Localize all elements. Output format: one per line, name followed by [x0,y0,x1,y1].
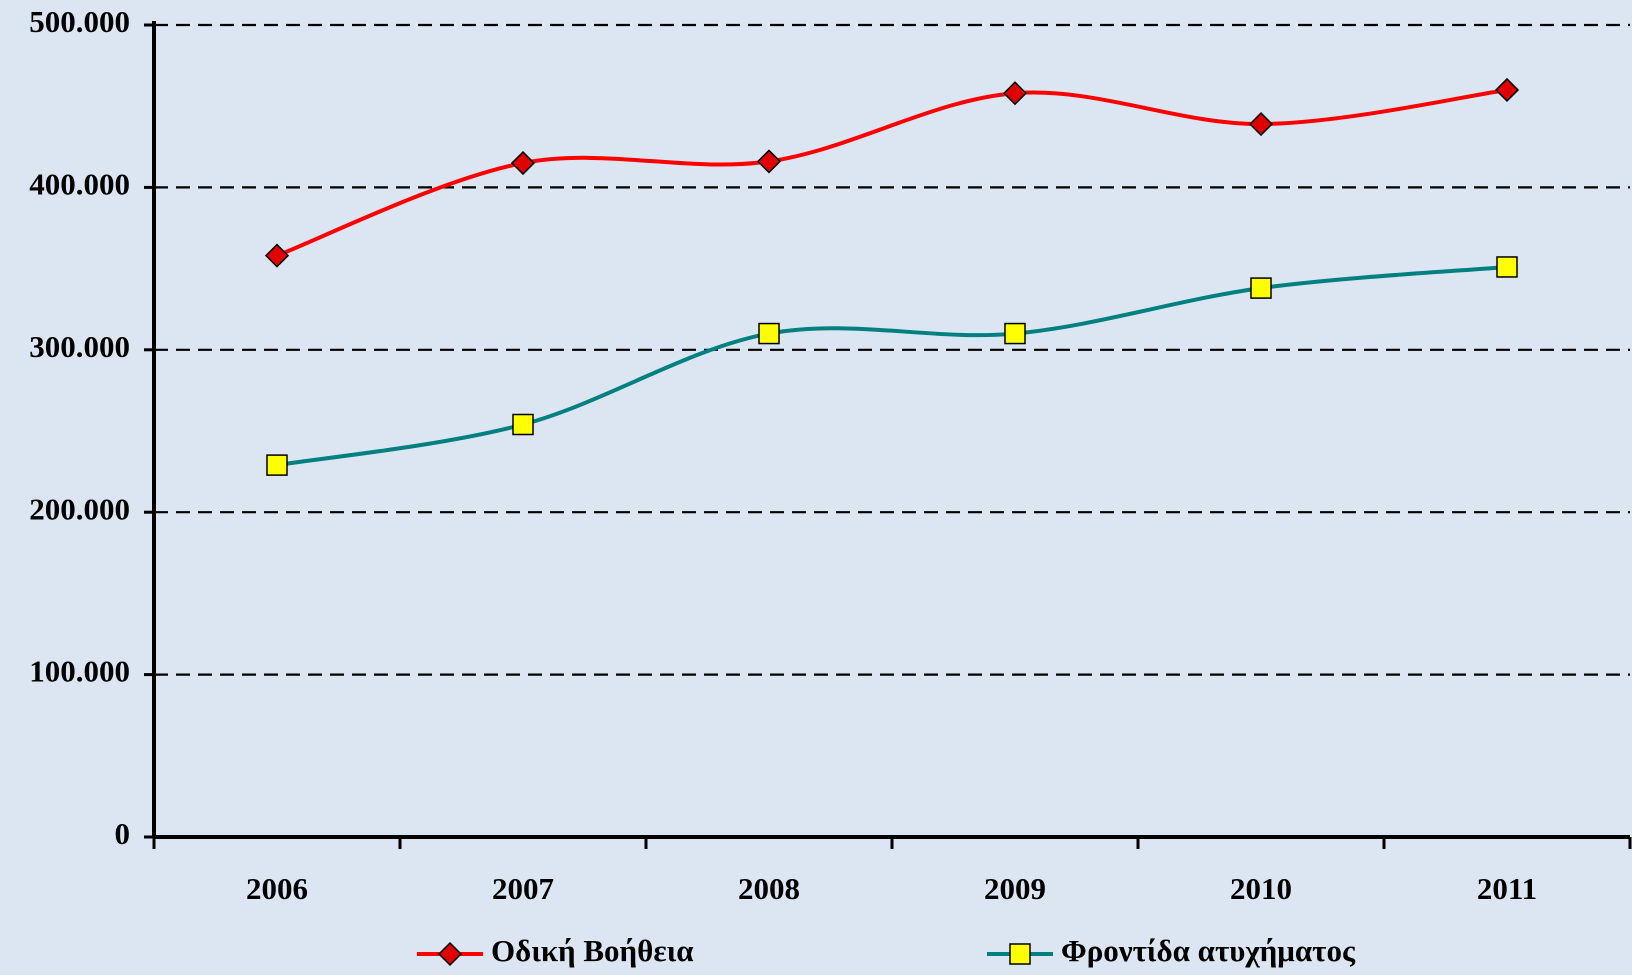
legend-marker [437,941,463,967]
y-tick-label: 100.000 [29,654,130,689]
marker [1004,322,1026,345]
y-tick-label: 300.000 [29,329,130,364]
marker [264,243,290,268]
marker [1002,81,1028,106]
marker [756,149,782,174]
x-tick-label: 2007 [492,871,554,906]
marker [1250,277,1272,299]
marker [1494,77,1520,103]
legend-label: Φροντίδα ατυχήματος [1061,933,1356,968]
legend-label: Οδική Βοήθεια [491,933,694,968]
x-tick-label: 2011 [1477,871,1537,906]
y-tick-label: 0 [115,816,131,851]
x-tick-label: 2009 [984,871,1046,906]
y-tick-label: 400.000 [29,167,130,202]
marker [1496,256,1518,278]
marker [758,322,780,345]
x-tick-label: 2010 [1230,871,1292,906]
y-tick-label: 200.000 [29,491,130,526]
marker [512,413,534,436]
marker [510,150,536,176]
y-tick-label: 500.000 [29,4,130,39]
marker [266,454,288,476]
x-tick-label: 2006 [246,871,308,906]
marker [1248,112,1274,137]
x-tick-label: 2008 [738,871,800,906]
series-line [276,87,1508,258]
legend-marker [1009,943,1031,965]
series-line [276,264,1508,468]
